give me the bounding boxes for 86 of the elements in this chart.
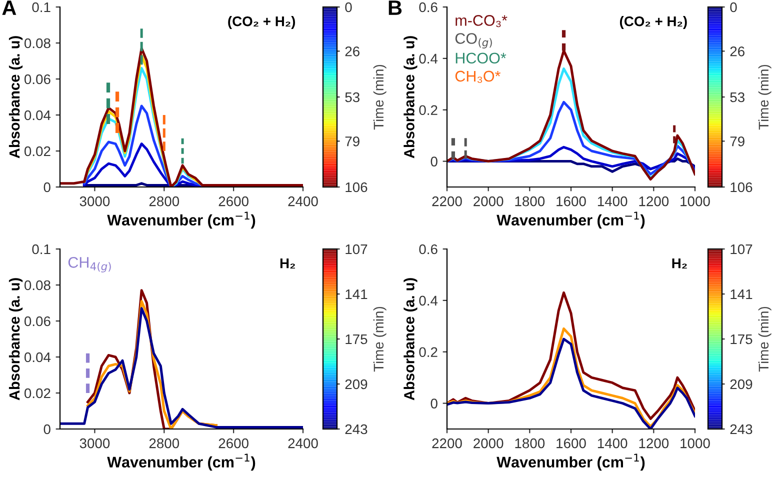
x-tick-label: 1000 — [680, 196, 710, 206]
y-tick-label: 0.4 — [419, 54, 438, 64]
color-bar-label: 106 — [346, 182, 368, 192]
line-series — [83, 142, 204, 187]
x-tick-label: 2600 — [218, 438, 248, 448]
color-bar-label: 79 — [730, 136, 744, 146]
y-tick-label: 0.06 — [24, 316, 50, 326]
annotation: H₂ — [672, 258, 687, 268]
y-tick-label: 0.2 — [419, 347, 438, 358]
color-bar-label: 107 — [346, 244, 368, 254]
color-bar-label: 175 — [730, 334, 752, 344]
text: CO$_{(g)}$ — [455, 33, 492, 48]
color-bar-label: 107 — [730, 244, 752, 254]
text: HCOO* — [456, 52, 506, 64]
x-tick-label: 1000 — [680, 438, 710, 448]
y-tick-label: 0.04 — [24, 110, 51, 120]
y-tick-label: 0.6 — [419, 2, 438, 12]
x-tick-label: 2200 — [432, 438, 462, 448]
x-tick-label: 2200 — [432, 196, 462, 206]
annotation: H₂ — [280, 258, 295, 268]
x-tick-label: 2000 — [474, 438, 504, 448]
color-bar-label: 175 — [346, 334, 368, 344]
color-bar-label: 106 — [730, 182, 752, 192]
y-axis-title: Absorbance (a. u) — [404, 278, 418, 400]
y-tick-label: 0.04 — [24, 352, 51, 362]
x-tick-label: 1800 — [515, 438, 545, 448]
x-tick-label: 2400 — [288, 438, 318, 448]
x-tick-label: 2800 — [149, 438, 180, 448]
y-tick-label: 0.02 — [24, 388, 50, 398]
color-bar-label: 53 — [730, 92, 744, 102]
color-bar-title: Time (min) — [373, 306, 386, 372]
x-tick-label: 1600 — [556, 438, 586, 448]
y-tick-label: 0.06 — [24, 74, 50, 84]
color-bar-label: 141 — [730, 289, 752, 300]
y-axis-title: Absorbance (a. u) — [8, 36, 23, 158]
text: B — [388, 0, 402, 15]
color-bar-label: 209 — [730, 379, 752, 390]
color-bar-label: 209 — [345, 379, 368, 390]
x-tick-label: 1200 — [639, 196, 669, 206]
annotation: (CO₂ + H₂) — [620, 16, 687, 29]
x-axis-title: Wavenumber (cm$^{−1}$) — [107, 454, 256, 471]
x-tick-label: 2400 — [288, 196, 318, 206]
y-axis-title: Absorbance (a. u) — [8, 278, 23, 400]
y-tick-label: 0.02 — [24, 146, 50, 156]
y-tick-label: 0.6 — [419, 244, 438, 254]
color-bar-title: Time (min) — [758, 306, 772, 372]
color-bar-label: 26 — [345, 46, 360, 56]
text: m-CO₃* — [456, 15, 508, 28]
y-tick-label: 0 — [430, 398, 438, 408]
y-axis-title: Absorbance (a. u) — [404, 36, 418, 158]
x-tick-label: 2800 — [149, 196, 180, 206]
text: CH$_{4(g)}$ — [68, 257, 111, 272]
color-bar-label: 53 — [345, 92, 360, 102]
x-tick-label: 1400 — [598, 196, 628, 206]
y-tick-label: 0 — [430, 156, 438, 166]
x-axis-title: Wavenumber (cm$^{−1}$) — [496, 212, 645, 229]
annotation: (CO₂ + H₂) — [228, 16, 296, 29]
color-bar-label: 243 — [345, 424, 368, 434]
y-tick-label: 0.4 — [419, 296, 438, 306]
y-tick-label: 0.1 — [32, 244, 50, 254]
color-bar-label: 243 — [730, 424, 752, 434]
x-tick-label: 1200 — [639, 438, 669, 448]
color-bar-label: 26 — [730, 46, 744, 56]
x-tick-label: 2000 — [474, 196, 504, 206]
y-tick-label: 0 — [44, 182, 50, 192]
color-bar-label: 0 — [345, 2, 352, 12]
color-bar-title: Time (min) — [758, 64, 772, 130]
y-tick-label: 0.08 — [24, 38, 50, 48]
x-tick-label: 1600 — [556, 196, 586, 206]
x-tick-label: 3000 — [80, 438, 110, 448]
color-bar-title: Time (min) — [373, 64, 386, 130]
color-bar-label: 79 — [345, 136, 360, 146]
x-tick-label: 1400 — [598, 438, 628, 448]
x-tick-label: 3000 — [80, 196, 110, 206]
y-tick-label: 0.1 — [32, 2, 50, 12]
x-tick-label: 1800 — [515, 196, 545, 206]
y-tick-label: 0.2 — [419, 105, 438, 116]
text: CH₃O* — [455, 70, 501, 83]
color-bar-label: 141 — [346, 289, 368, 300]
y-tick-label: 0 — [44, 424, 50, 434]
x-tick-label: 2600 — [218, 196, 248, 206]
x-axis-title: Wavenumber (cm$^{−1}$) — [496, 454, 645, 471]
y-tick-label: 0.08 — [24, 280, 50, 290]
x-axis-title: Wavenumber (cm$^{−1}$) — [107, 212, 256, 229]
text: A — [2, 0, 16, 15]
color-bar-label: 0 — [730, 2, 737, 12]
